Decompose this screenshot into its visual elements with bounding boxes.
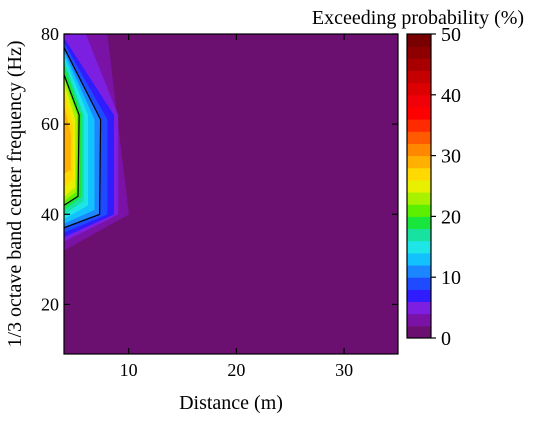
colorbar-band: [407, 155, 431, 169]
y-axis-label: 1/3 octave band center frequency (Hz): [4, 40, 26, 347]
colorbar-band: [407, 216, 431, 230]
colorbar-band: [407, 192, 431, 205]
colorbar-band: [407, 313, 431, 327]
colorbar-band: [407, 143, 431, 157]
colorbar-band: [407, 131, 431, 144]
colorbar-band: [407, 167, 431, 181]
x-axis: 10 20 30: [120, 34, 353, 380]
colorbar-tick-label: 10: [441, 267, 461, 289]
colorbar-tick-label: 0: [441, 328, 451, 350]
colorbar-band: [407, 179, 431, 193]
y-tick-label: 80: [41, 24, 59, 44]
colorbar-band: [407, 70, 431, 84]
colorbar-band: [407, 82, 431, 96]
x-tick-label: 10: [120, 360, 138, 380]
y-axis: 20 40 60 80: [41, 24, 398, 314]
colorbar-ticks: 0 10 20 30 40 50: [431, 24, 461, 350]
colorbar-band: [407, 277, 431, 290]
colorbar-tick-label: 20: [441, 206, 461, 228]
colorbar-frame: [406, 33, 432, 339]
plot-area: [63, 33, 399, 355]
colorbar-label: Exceeding probability (%): [312, 7, 524, 29]
colorbar-band: [407, 58, 431, 71]
colorbar-band: [407, 252, 431, 266]
x-tick-label: 20: [227, 360, 245, 380]
colorbar-band: [407, 119, 431, 132]
colorbar-band: [407, 204, 431, 217]
x-tick-label: 30: [335, 360, 353, 380]
plot-frame: [63, 33, 399, 355]
x-axis-label: Distance (m): [179, 392, 283, 414]
y-tick-label: 60: [41, 114, 59, 134]
colorbar-band: [407, 34, 431, 47]
colorbar: 0 10 20 30 40 50: [406, 24, 461, 350]
contour-line-20: [64, 74, 80, 206]
colorbar-tick-label: 40: [441, 85, 461, 107]
contour-line-10: [64, 47, 102, 229]
colorbar-band: [407, 240, 431, 254]
colorbar-band: [407, 106, 431, 120]
colorbar-band: [407, 325, 431, 339]
y-tick-label: 20: [41, 294, 59, 314]
contour-lines: [64, 47, 102, 229]
colorbar-color-bands: [407, 34, 431, 339]
colorbar-band: [407, 301, 431, 315]
colorbar-band: [407, 228, 431, 242]
colorbar-band: [407, 46, 431, 59]
colorbar-band: [407, 289, 431, 303]
colorbar-tick-label: 50: [441, 24, 461, 46]
y-tick-label: 40: [41, 204, 59, 224]
colorbar-band: [407, 94, 431, 108]
colorbar-band: [407, 265, 431, 278]
colorbar-tick-label: 30: [441, 146, 461, 168]
